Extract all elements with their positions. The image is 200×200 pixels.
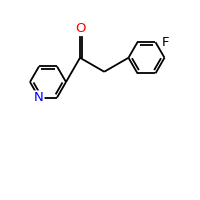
Text: N: N — [34, 91, 44, 104]
Text: O: O — [75, 22, 85, 35]
Text: F: F — [161, 36, 169, 49]
